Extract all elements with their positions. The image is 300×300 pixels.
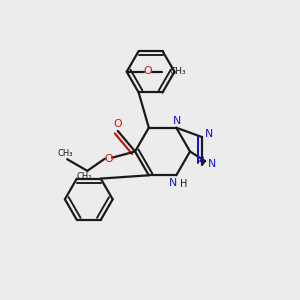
Text: CH₃: CH₃ — [170, 67, 186, 76]
Text: N: N — [169, 178, 177, 188]
Text: O: O — [144, 66, 152, 76]
Text: N: N — [173, 116, 181, 126]
Text: N: N — [205, 129, 213, 139]
Text: CH₂: CH₂ — [76, 172, 92, 181]
Text: O: O — [113, 119, 122, 129]
Text: O: O — [104, 154, 113, 164]
Text: CH₃: CH₃ — [58, 149, 74, 158]
Text: N: N — [208, 159, 216, 169]
Text: H: H — [180, 179, 188, 189]
